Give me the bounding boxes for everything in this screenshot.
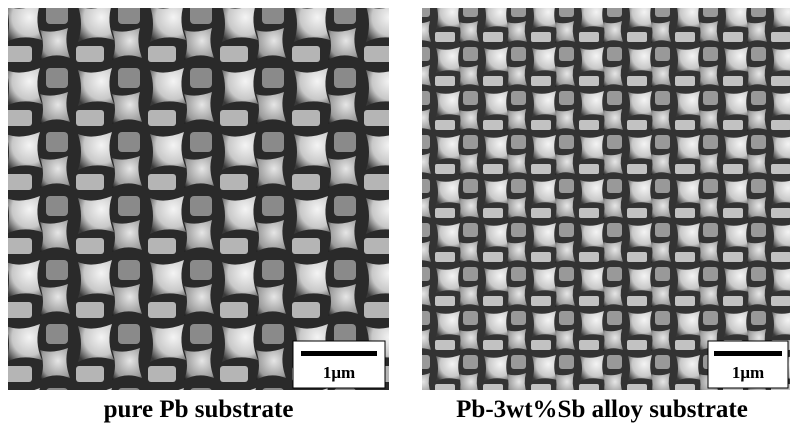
scale-bar (301, 351, 377, 356)
scale-bar (714, 351, 782, 356)
caption: Pb-3wt%Sb alloy substrate (412, 396, 792, 424)
micrograph (8, 8, 389, 390)
caption: pure Pb substrate (8, 396, 389, 424)
micrograph (422, 8, 790, 390)
panel-right: 1μm (422, 8, 790, 390)
figure: 1μm 1μm pure Pb substrate Pb-3wt%Sb allo… (0, 0, 794, 427)
panel-left: 1μm (8, 8, 389, 390)
micrographs: 1μm 1μm (0, 0, 794, 395)
scale-label: 1μm (323, 363, 355, 382)
scale-label: 1μm (732, 363, 764, 382)
